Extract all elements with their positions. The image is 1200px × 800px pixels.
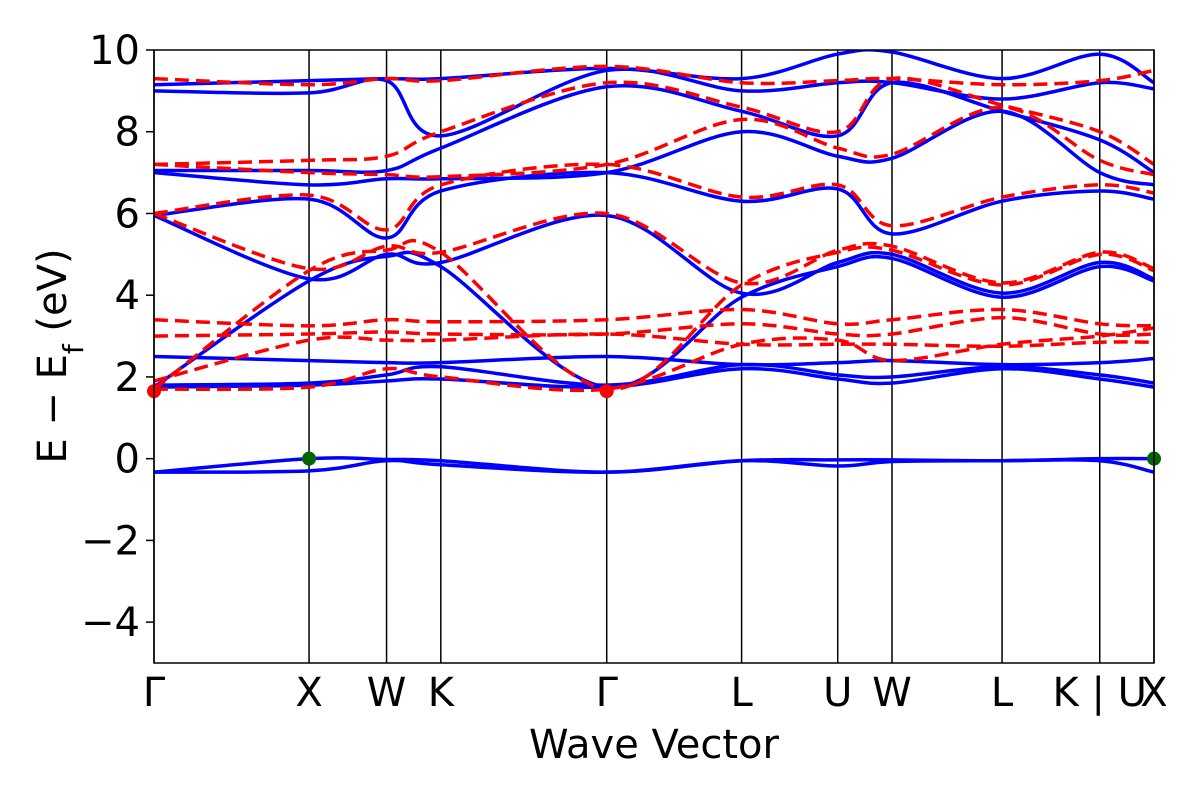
spin-up-band-2	[154, 366, 1154, 390]
spin-down-band-20	[154, 76, 1154, 167]
x-tick-label: Γ	[143, 670, 166, 716]
y-axis-title-subscript: f	[57, 343, 90, 354]
x-tick-label: W	[367, 670, 407, 716]
x-tick-label: K | U	[1053, 670, 1147, 716]
y-tick-label: −2	[81, 518, 140, 564]
x-axis-title: Wave Vector	[529, 722, 780, 768]
spin-up-band-11	[154, 50, 1154, 87]
spin-down-band-14	[154, 315, 1154, 338]
y-tick-label: 6	[115, 191, 140, 237]
spin-down-band-21	[154, 64, 1154, 87]
x-tick-label: L	[730, 670, 753, 716]
y-tick-label: 8	[115, 110, 140, 156]
spin-up-band-3	[154, 362, 1154, 387]
x-tick-label: L	[991, 670, 1014, 716]
spin-down-band-12	[154, 326, 1154, 393]
x-tick-label: U	[823, 670, 852, 716]
plot-frame	[153, 49, 1155, 664]
spin-down-band-16	[154, 238, 1154, 391]
y-tick-label: −4	[81, 600, 140, 646]
y-axis-title-unit: (eV)	[30, 248, 76, 344]
kpath-divider-lines	[153, 50, 1155, 663]
y-axis-title: E − Ef (eV)	[30, 248, 90, 463]
y-tick-label: 2	[115, 355, 140, 401]
x-tick-label: Γ	[596, 670, 619, 716]
band-lines	[154, 50, 1154, 474]
spin-down-band-15	[154, 307, 1154, 328]
spin-down-band-18	[154, 162, 1154, 232]
x-tick-label: X	[1140, 670, 1167, 716]
y-tick-label: 10	[89, 28, 140, 74]
spin-up-band-5	[154, 250, 1154, 389]
y-tick-label: 4	[115, 273, 140, 319]
extrema-markers	[147, 384, 1161, 466]
spin-down-band-17	[154, 211, 1154, 286]
spin-up-band-9	[154, 80, 1154, 175]
spin-up-band-1	[154, 456, 1154, 474]
y-axis-title-main: E − E	[30, 354, 76, 464]
spin-down-band-19	[154, 105, 1154, 179]
x-tick-label: K	[428, 670, 456, 716]
spin-up-band-6	[154, 213, 1154, 297]
x-tick-label: X	[295, 670, 322, 716]
x-tick-label: W	[872, 670, 912, 716]
cbm-marker	[599, 384, 614, 399]
vbm-marker	[302, 451, 317, 466]
y-axis-ticks: −4 −2 0 2 4 6 8 10	[81, 28, 154, 646]
spin-down-band-13	[154, 332, 1154, 383]
spin-up-band-4	[154, 354, 1154, 367]
y-tick-label: 0	[115, 437, 140, 483]
spin-up-band-7	[154, 170, 1154, 240]
